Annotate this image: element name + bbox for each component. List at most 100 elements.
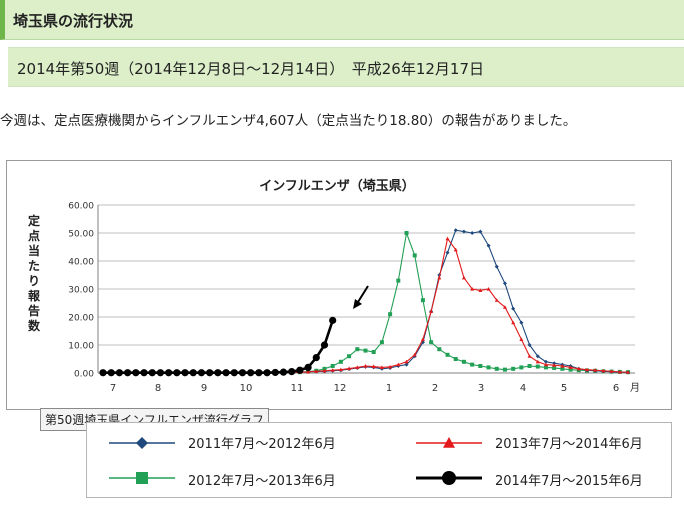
x-tick-label: 5	[561, 383, 567, 394]
y-tick-label: 60.00	[68, 202, 94, 212]
data-point	[263, 369, 271, 377]
data-point	[535, 359, 540, 364]
data-point	[363, 364, 368, 368]
data-point	[312, 354, 320, 362]
x-tick-label: 11	[291, 383, 304, 394]
data-point	[584, 367, 589, 372]
data-point	[404, 231, 409, 235]
data-point	[136, 437, 148, 449]
data-point	[355, 365, 360, 369]
data-point	[445, 352, 450, 357]
data-point	[181, 369, 189, 377]
data-point	[271, 368, 279, 377]
x-tick-label: 12	[334, 383, 347, 394]
influenza-chart: 0.00 10.00 20.00 30.00 40.00 50.00 60.00 7 8 9 10 1…	[28, 178, 640, 394]
data-point	[329, 316, 337, 324]
data-point	[314, 369, 319, 373]
data-point	[404, 359, 409, 364]
data-point	[396, 278, 401, 283]
data-point	[560, 364, 565, 368]
x-tick-label: 6	[613, 383, 619, 394]
annotation-arrow	[357, 285, 369, 303]
data-point	[502, 305, 507, 309]
data-point	[238, 369, 247, 377]
data-point	[396, 362, 401, 367]
data-point	[543, 362, 548, 367]
chart-frame: 0.00 10.00 20.00 30.00 40.00 50.00 60.00 7 8 9 10 1…	[6, 160, 672, 410]
data-point	[445, 250, 450, 255]
chart-legend: 2011年7月～2012年6月 2013年7月～2014年6月 2012年7月～…	[86, 422, 672, 498]
legend-label-2012: 2012年7月～2013年6月	[188, 474, 336, 489]
y-axis-label-char: 数	[28, 318, 41, 333]
data-point	[338, 359, 343, 364]
data-point	[609, 369, 614, 373]
data-point	[626, 370, 630, 374]
data-point	[527, 343, 532, 347]
x-tick-label: 4	[520, 383, 526, 394]
data-point	[443, 437, 455, 448]
data-point	[478, 364, 483, 368]
data-point	[304, 363, 312, 371]
data-point	[197, 369, 206, 377]
data-point	[543, 365, 548, 370]
data-point	[445, 236, 450, 241]
data-point	[288, 368, 296, 376]
data-point	[470, 231, 475, 235]
data-point	[255, 369, 263, 377]
data-point	[222, 369, 230, 377]
data-point	[494, 264, 499, 269]
data-point	[593, 368, 598, 372]
data-point	[527, 364, 532, 368]
data-point	[388, 364, 393, 369]
data-point	[502, 367, 507, 372]
data-point	[511, 366, 516, 371]
data-point	[429, 309, 434, 313]
y-tick-label: 30.00	[68, 286, 94, 296]
data-point	[502, 281, 507, 286]
data-point	[486, 365, 491, 370]
y-axis-label-char: 報	[28, 288, 41, 303]
y-axis-label-char: 定	[28, 213, 40, 228]
data-point	[519, 365, 524, 370]
legend-label-2014: 2014年7月～2015年6月	[495, 474, 643, 489]
data-point	[617, 369, 622, 374]
data-point	[437, 275, 442, 280]
y-axis-label-char: 点	[28, 228, 40, 243]
data-point	[437, 347, 442, 352]
data-point	[206, 369, 214, 377]
x-tick-label: 2	[432, 383, 438, 394]
data-point	[535, 354, 540, 359]
data-point	[442, 471, 456, 485]
data-point	[279, 368, 288, 376]
data-point	[136, 472, 148, 484]
data-point	[330, 368, 335, 372]
section-title: 埼玉県の流行状況	[13, 12, 134, 30]
data-point	[511, 306, 516, 311]
data-point	[230, 369, 238, 377]
y-axis-label-char: り	[28, 274, 40, 288]
data-point	[404, 362, 409, 367]
data-point	[379, 340, 384, 345]
y-axis-label-char: 告	[28, 303, 40, 318]
data-point	[338, 367, 343, 372]
data-point	[486, 243, 491, 248]
legend-markers	[109, 437, 482, 485]
data-point	[461, 275, 466, 280]
data-point	[214, 369, 222, 377]
data-point	[132, 369, 140, 377]
x-tick-label: 8	[155, 383, 161, 394]
data-point	[552, 363, 557, 367]
data-point	[453, 357, 458, 361]
data-point	[511, 320, 516, 325]
data-point	[543, 359, 548, 364]
data-point	[156, 369, 165, 377]
data-point	[124, 369, 132, 377]
data-point	[535, 364, 540, 369]
data-point	[347, 366, 352, 371]
data-point	[371, 364, 376, 369]
data-point	[429, 340, 434, 345]
data-point	[420, 298, 425, 303]
data-point	[140, 369, 148, 377]
chart-title: インフルエンザ（埼玉県）	[259, 178, 415, 194]
annotation-arrowhead	[353, 299, 362, 309]
